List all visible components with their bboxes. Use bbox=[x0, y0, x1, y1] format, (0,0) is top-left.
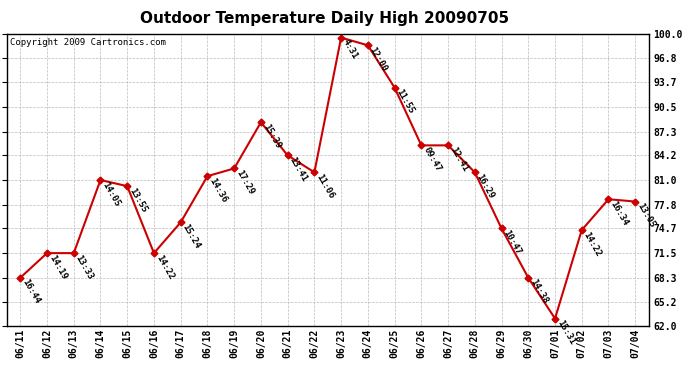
Text: 16:34: 16:34 bbox=[609, 199, 630, 227]
Text: 14:38: 14:38 bbox=[529, 278, 549, 306]
Text: 14:22: 14:22 bbox=[154, 253, 175, 281]
Text: 10:47: 10:47 bbox=[502, 228, 523, 256]
Text: 13:41: 13:41 bbox=[288, 155, 309, 183]
Text: 4:31: 4:31 bbox=[341, 38, 359, 61]
Text: 15:31: 15:31 bbox=[555, 318, 576, 346]
Text: Copyright 2009 Cartronics.com: Copyright 2009 Cartronics.com bbox=[10, 38, 166, 47]
Text: 11:55: 11:55 bbox=[395, 88, 416, 116]
Text: 14:05: 14:05 bbox=[101, 180, 121, 208]
Text: 17:29: 17:29 bbox=[234, 168, 255, 196]
Text: 16:44: 16:44 bbox=[20, 278, 41, 306]
Text: 15:24: 15:24 bbox=[181, 222, 202, 250]
Text: 12:41: 12:41 bbox=[448, 146, 469, 173]
Text: 13:55: 13:55 bbox=[127, 186, 148, 214]
Text: Outdoor Temperature Daily High 20090705: Outdoor Temperature Daily High 20090705 bbox=[140, 11, 509, 26]
Text: 13:33: 13:33 bbox=[74, 253, 95, 281]
Text: 11:06: 11:06 bbox=[315, 172, 335, 200]
Text: 14:22: 14:22 bbox=[582, 230, 603, 258]
Text: 15:39: 15:39 bbox=[261, 122, 282, 150]
Text: 16:29: 16:29 bbox=[475, 172, 496, 200]
Text: 12:00: 12:00 bbox=[368, 45, 389, 73]
Text: 09:47: 09:47 bbox=[422, 146, 442, 173]
Text: 14:19: 14:19 bbox=[47, 253, 68, 281]
Text: 13:05: 13:05 bbox=[635, 201, 656, 229]
Text: 14:36: 14:36 bbox=[208, 176, 228, 204]
